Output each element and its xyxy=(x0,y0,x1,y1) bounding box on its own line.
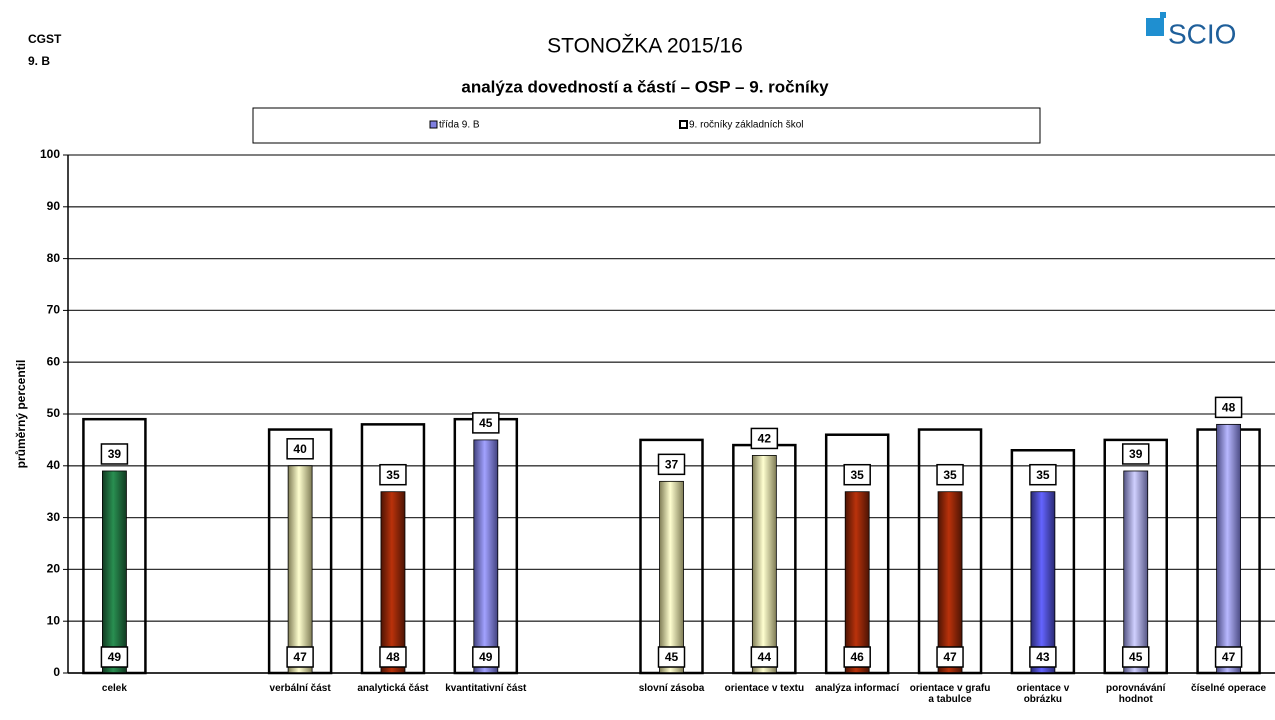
value-label: 35 xyxy=(851,468,865,482)
class-bar xyxy=(1123,470,1149,674)
value-label-box xyxy=(1121,443,1150,465)
legend-swatch xyxy=(679,120,688,129)
value-label-box xyxy=(472,646,500,668)
value-label: 47 xyxy=(293,650,307,664)
x-tick-label: orientace v obrázku xyxy=(1016,683,1070,705)
value-label-box xyxy=(1029,646,1057,668)
value-label-box xyxy=(843,646,871,668)
value-label-box xyxy=(100,646,129,668)
school: CGST xyxy=(28,32,62,46)
legend-label: 9. ročníky základních škol xyxy=(689,120,804,131)
value-label: 40 xyxy=(293,442,307,456)
y-tick-label: 100 xyxy=(40,147,60,161)
value-label: 47 xyxy=(943,650,957,664)
value-label: 45 xyxy=(479,416,493,430)
value-label-box xyxy=(1029,463,1057,486)
y-tick-label: 90 xyxy=(47,199,61,213)
x-tick-label: analýza informací xyxy=(815,683,900,694)
y-tick-label: 30 xyxy=(47,510,61,524)
value-label: 45 xyxy=(665,650,679,664)
x-tick-label: orientace v textu xyxy=(724,683,805,694)
y-tick-label: 60 xyxy=(47,354,61,368)
value-label: 47 xyxy=(1222,650,1236,664)
value-label-box xyxy=(472,412,500,434)
y-tick-label: 20 xyxy=(47,562,61,576)
x-tick-label: verbální část xyxy=(269,683,331,694)
logo: SCIO xyxy=(1168,18,1236,49)
value-label: 46 xyxy=(851,650,865,664)
y-tick-label: 50 xyxy=(47,406,61,420)
x-tick-label: celek xyxy=(101,683,127,694)
legend-swatch xyxy=(429,120,438,129)
value-label-box xyxy=(286,438,314,460)
chart-title: STONOŽKA 2015/16 xyxy=(547,35,743,58)
value-label: 35 xyxy=(386,468,400,482)
class-bar xyxy=(937,491,963,674)
value-label-box xyxy=(1214,646,1243,668)
y-tick-label: 10 xyxy=(47,613,61,627)
value-label-box xyxy=(379,646,407,668)
x-tick-label: porovnávání hodnot xyxy=(1105,683,1166,705)
class-bar xyxy=(1216,423,1241,674)
value-label: 45 xyxy=(1129,650,1143,664)
value-label: 48 xyxy=(386,650,400,664)
y-tick-label: 80 xyxy=(47,251,61,265)
class-bar xyxy=(473,439,499,674)
value-label-box xyxy=(286,646,314,668)
value-label-box xyxy=(750,427,779,450)
legend-label: třída 9. B xyxy=(439,120,480,131)
x-tick-label: analytická část xyxy=(357,683,429,694)
value-label-box xyxy=(1214,396,1243,419)
logo-square xyxy=(1146,18,1164,36)
value-label-box xyxy=(750,646,779,668)
x-tick-label: slovní zásoba xyxy=(638,683,705,694)
value-label-box xyxy=(936,463,964,486)
value-label: 39 xyxy=(1129,447,1143,461)
x-tick-label: kvantitativní část xyxy=(445,683,527,694)
value-label-box xyxy=(1121,646,1150,668)
class-bar xyxy=(1030,491,1056,674)
x-tick-label: číselné operace xyxy=(1191,683,1267,694)
value-label-box xyxy=(657,646,686,668)
y-tick-label: 0 xyxy=(53,665,60,679)
value-label: 49 xyxy=(479,650,493,664)
class: 9. B xyxy=(28,54,50,68)
value-label: 35 xyxy=(1036,468,1050,482)
logo-dot xyxy=(1160,12,1166,18)
y-axis-label: průměrný percentil xyxy=(14,360,28,469)
value-label-box xyxy=(100,443,129,465)
value-label: 43 xyxy=(1036,650,1050,664)
chart-subtitle: analýza dovedností a částí – OSP – 9. ro… xyxy=(461,77,829,96)
class-bar xyxy=(380,491,406,674)
value-label: 44 xyxy=(758,650,772,664)
value-label-box xyxy=(657,453,686,476)
value-label: 42 xyxy=(758,432,772,446)
value-label: 49 xyxy=(108,650,122,664)
value-label: 39 xyxy=(108,447,122,461)
legend-box xyxy=(252,107,1041,144)
y-tick-label: 40 xyxy=(47,458,61,472)
value-label: 48 xyxy=(1222,401,1236,415)
class-bar xyxy=(751,455,777,674)
class-bar xyxy=(844,491,870,674)
value-label-box xyxy=(843,463,871,486)
value-label-box xyxy=(379,463,407,486)
x-tick-label: orientace v grafu a tabulce xyxy=(909,683,991,705)
value-label-box xyxy=(936,646,964,668)
class-bar xyxy=(102,470,127,674)
class-bar xyxy=(287,465,313,674)
value-label: 35 xyxy=(943,468,957,482)
class-bar xyxy=(659,480,684,674)
value-label: 37 xyxy=(665,458,679,472)
y-tick-label: 70 xyxy=(47,303,61,317)
